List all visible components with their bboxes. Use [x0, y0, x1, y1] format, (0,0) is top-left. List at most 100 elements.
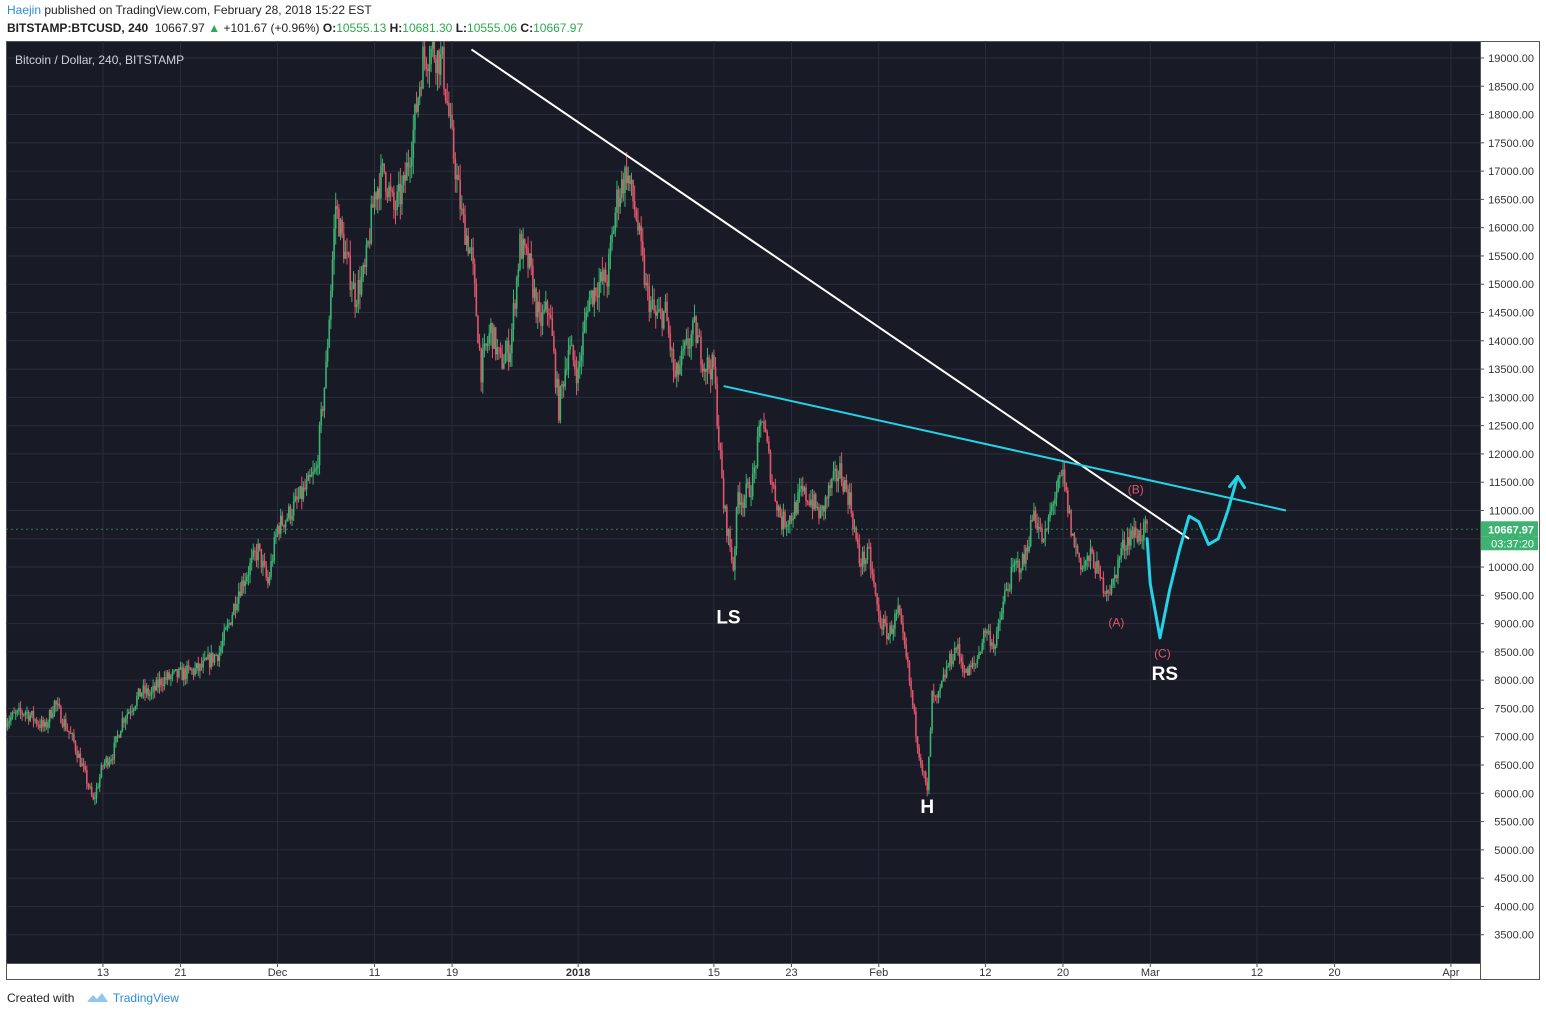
candle-body — [994, 645, 996, 649]
candle-body — [874, 583, 877, 595]
candle-body — [483, 343, 486, 350]
candle — [118, 734, 120, 739]
candle — [504, 340, 507, 364]
candle-body — [344, 252, 347, 259]
candle-body — [585, 312, 588, 320]
candle-body — [241, 580, 243, 596]
y-tick-label: 5000.00 — [1494, 845, 1534, 857]
candle-body — [1134, 527, 1137, 536]
candle-body — [916, 736, 919, 748]
candle — [234, 596, 237, 619]
candle-body — [326, 347, 329, 362]
candle-body — [646, 282, 649, 287]
candle-body — [402, 174, 405, 185]
candle — [1086, 552, 1089, 570]
candle — [376, 186, 379, 214]
candle-body — [669, 333, 672, 351]
candle-body — [1130, 530, 1132, 546]
y-tick-label: 4000.00 — [1494, 901, 1534, 913]
candle — [418, 81, 421, 106]
candle-body — [323, 387, 326, 411]
candle-body — [247, 574, 250, 577]
candle-body — [431, 41, 434, 49]
candle-body — [1101, 577, 1103, 579]
candle-body — [292, 501, 295, 516]
candle — [110, 754, 112, 765]
candle-body — [1117, 559, 1119, 579]
candle-body — [753, 467, 756, 474]
candle-body — [494, 327, 497, 355]
author-link[interactable]: Haejin — [7, 3, 42, 17]
candles — [5, 31, 1148, 806]
candle-body — [671, 349, 673, 351]
candle-body — [418, 87, 421, 98]
candle — [414, 103, 416, 144]
candle — [165, 670, 167, 685]
candle — [409, 156, 411, 183]
candlestick-chart[interactable]: 19000.00 18500.00 18000.00 17500.00 17000.00… — [5, 31, 1540, 980]
candle-body — [706, 357, 709, 372]
candle-body — [496, 347, 499, 355]
candle-body — [331, 259, 334, 291]
candle — [1062, 462, 1064, 487]
candle-body — [766, 432, 769, 442]
tradingview-brand[interactable]: TradingView — [112, 991, 179, 1005]
candle — [1143, 518, 1145, 550]
candle — [1092, 549, 1095, 569]
candle — [1138, 529, 1140, 546]
candle-body — [1139, 530, 1142, 541]
candle-body — [1096, 561, 1098, 574]
x-tick-label: Feb — [869, 967, 888, 979]
candle-body — [1123, 539, 1126, 551]
candle — [638, 222, 641, 235]
candle-body — [986, 631, 988, 634]
candle — [703, 362, 706, 381]
candle — [451, 102, 453, 131]
candle — [323, 387, 326, 419]
candle-body — [365, 244, 368, 267]
candle — [438, 48, 440, 89]
candle — [1146, 519, 1148, 533]
candle-body — [1026, 547, 1029, 552]
candle — [823, 505, 825, 521]
candle-body — [401, 184, 403, 205]
candle — [659, 296, 662, 320]
candle — [903, 631, 906, 649]
candle-body — [931, 691, 933, 731]
candle — [53, 699, 56, 717]
candle-body — [974, 663, 977, 665]
candle — [126, 708, 129, 725]
candle — [640, 216, 642, 256]
candle-body — [911, 690, 914, 706]
candle — [1122, 530, 1124, 556]
candle-body — [1039, 526, 1042, 529]
candle — [152, 679, 154, 700]
candle-body — [1042, 538, 1045, 542]
x-tick-label: 12 — [1251, 967, 1263, 979]
x-tick-label: 15 — [708, 967, 720, 979]
candle — [275, 528, 277, 544]
candle-body — [309, 474, 311, 477]
pattern-label: H — [920, 797, 934, 818]
candle — [641, 227, 644, 262]
candle-body — [808, 501, 811, 506]
candle — [1004, 583, 1006, 605]
candle — [89, 783, 91, 790]
candle-body — [102, 765, 104, 767]
candle — [629, 175, 631, 192]
candle — [577, 360, 579, 391]
candle — [279, 508, 282, 538]
candle — [113, 736, 116, 764]
candle-body — [325, 361, 327, 388]
candle — [517, 263, 520, 287]
candle — [808, 493, 811, 507]
candle-body — [735, 507, 738, 549]
chart-frame[interactable]: 19000.00 18500.00 18000.00 17500.00 17000.00… — [5, 31, 1540, 980]
candle-body — [215, 655, 217, 657]
candle-body — [131, 710, 133, 713]
candle-body — [889, 625, 891, 636]
candle-body — [543, 309, 546, 312]
candle — [818, 503, 820, 525]
candle — [257, 538, 259, 569]
candle-body — [1081, 567, 1084, 570]
